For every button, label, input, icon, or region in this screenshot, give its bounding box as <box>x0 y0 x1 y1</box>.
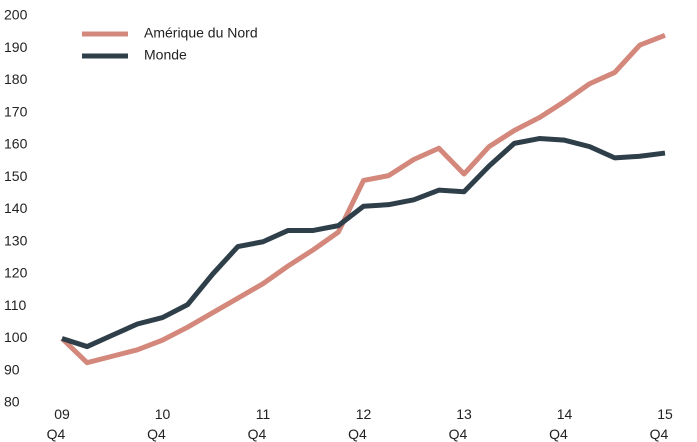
y-tick-label: 120 <box>4 265 28 281</box>
x-tick-label: 10 Q4 <box>147 406 170 442</box>
x-tick-label-part: Q4 <box>147 426 166 442</box>
y-tick-label: 180 <box>4 71 28 87</box>
x-tick-label-part: Q4 <box>650 426 669 442</box>
x-tick-label-part: 10 <box>155 406 171 422</box>
x-tick-label-part: 12 <box>356 406 372 422</box>
x-tick-label: 12 Q4 <box>348 406 371 442</box>
x-tick-label-part: 14 <box>557 406 573 422</box>
y-tick-label: 80 <box>4 394 20 410</box>
x-tick-label: 11 Q4 <box>248 406 271 442</box>
y-tick-label: 100 <box>4 329 28 345</box>
y-tick-label: 190 <box>4 39 28 55</box>
x-tick-label: 15 Q4 <box>650 406 673 442</box>
x-tick-label: 14 Q4 <box>549 406 572 442</box>
x-tick-label-part: 11 <box>256 406 271 422</box>
x-tick-label-part: Q4 <box>248 426 267 442</box>
x-tick-label-part: Q4 <box>47 426 66 442</box>
y-tick-label: 160 <box>4 136 28 152</box>
y-tick-label: 130 <box>4 232 28 248</box>
y-tick-label: 170 <box>4 103 28 119</box>
x-tick-label-part: 09 <box>54 406 70 422</box>
x-tick-label: 09 Q4 <box>47 406 70 442</box>
x-tick-label-part: 13 <box>456 406 472 422</box>
legend-label: Monde <box>144 47 187 63</box>
y-tick-label: 200 <box>4 7 28 23</box>
y-tick-label: 110 <box>4 297 27 313</box>
line-series <box>61 136 666 350</box>
x-tick-label-part: 15 <box>657 406 673 422</box>
x-tick-label-part: Q4 <box>348 426 367 442</box>
y-tick-label: 140 <box>4 200 28 216</box>
legend-label: Amérique du Nord <box>144 25 258 41</box>
x-tick-label-part: Q4 <box>549 426 568 442</box>
x-tick-label: 13 Q4 <box>449 406 472 442</box>
y-tick-label: 150 <box>4 168 28 184</box>
line-series <box>60 33 666 366</box>
y-tick-label: 90 <box>4 361 20 377</box>
x-tick-label-part: Q4 <box>449 426 468 442</box>
